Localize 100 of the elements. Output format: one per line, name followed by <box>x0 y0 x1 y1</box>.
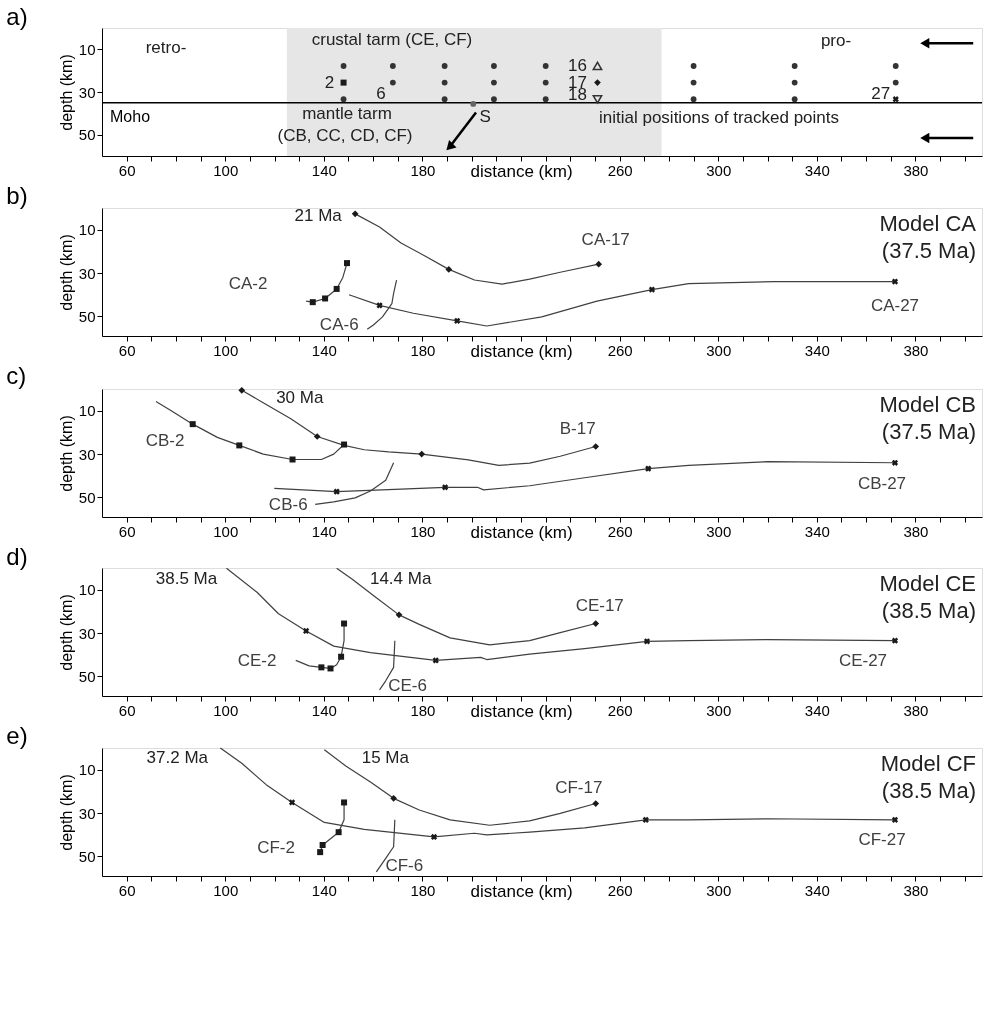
x-tick-label: 300 <box>706 161 732 179</box>
annotation: (37.5 Ma) <box>881 419 976 444</box>
x-tick-label: 140 <box>311 701 337 719</box>
y-axis-title: depth (km) <box>57 54 75 131</box>
annotation: S <box>479 106 491 126</box>
y-tick-label: 30 <box>78 804 96 822</box>
x-tick-label: 340 <box>804 161 830 179</box>
annotation: 37.2 Ma <box>146 748 209 767</box>
annotation: 16 <box>568 55 587 75</box>
x-axis-title: distance (km) <box>470 881 573 901</box>
x-tick-label: 380 <box>903 881 929 899</box>
y-axis-title: depth (km) <box>57 234 75 311</box>
series-label: CA-17 <box>581 230 630 250</box>
y-tick-label: 10 <box>78 221 96 239</box>
x-axis-title: distance (km) <box>470 161 573 181</box>
x-tick-label: 100 <box>213 161 239 179</box>
annotation: (37.5 Ma) <box>881 238 976 263</box>
chart-title: d) <box>6 542 28 570</box>
y-tick-label: 50 <box>78 307 96 325</box>
chart-title: c) <box>6 361 27 389</box>
annotation: pro- <box>820 31 852 50</box>
x-tick-label: 180 <box>410 161 436 179</box>
annotation: (CB, CC, CD, CF) <box>277 126 413 145</box>
y-tick-label: 30 <box>78 264 96 282</box>
annotation: 30 Ma <box>276 388 324 408</box>
annotation: 27 <box>871 84 891 104</box>
annotation: mantle tarm <box>302 104 392 123</box>
annotation: Model CA <box>879 211 977 236</box>
x-tick-label: 260 <box>607 522 633 540</box>
annotation: retro- <box>145 38 187 57</box>
y-tick-label: 10 <box>78 402 96 420</box>
series-label: CB-27 <box>857 473 907 493</box>
x-tick-label: 340 <box>804 701 830 719</box>
series-label: CB-6 <box>268 495 308 515</box>
x-tick-label: 260 <box>607 701 633 719</box>
x-tick-label: 140 <box>311 161 337 179</box>
y-tick-label: 10 <box>78 581 96 599</box>
series-label: CF-2 <box>257 838 295 858</box>
y-tick-label: 30 <box>78 83 96 101</box>
x-tick-label: 260 <box>607 161 633 179</box>
series-label: CA-27 <box>870 295 920 315</box>
annotation: 6 <box>376 84 386 103</box>
x-tick-label: 60 <box>118 161 136 179</box>
y-axis-title: depth (km) <box>57 594 75 671</box>
series-label: CE-2 <box>237 650 277 670</box>
x-tick-label: 340 <box>804 881 830 899</box>
x-tick-label: 60 <box>118 881 136 899</box>
x-tick-label: 300 <box>706 341 732 359</box>
x-tick-label: 380 <box>903 161 929 179</box>
x-tick-label: 140 <box>311 341 337 359</box>
x-tick-label: 340 <box>804 522 830 540</box>
series-label: CF-27 <box>858 829 906 849</box>
chart-title: a) <box>6 3 28 30</box>
series-label: CF-17 <box>555 777 603 797</box>
chart-title: b) <box>6 181 28 209</box>
annotation: 15 Ma <box>361 747 410 767</box>
y-tick-label: 50 <box>78 126 96 144</box>
x-axis-title: distance (km) <box>470 701 573 721</box>
x-tick-label: 180 <box>410 701 436 719</box>
y-tick-label: 50 <box>78 847 96 865</box>
series-label: CF-6 <box>385 855 424 875</box>
annotation: initial positions of tracked points <box>598 108 840 127</box>
x-tick-label: 100 <box>213 881 239 899</box>
x-tick-label: 100 <box>213 701 239 719</box>
annotation: 21 Ma <box>294 205 343 225</box>
y-tick-label: 50 <box>78 488 96 506</box>
y-axis-title: depth (km) <box>57 415 75 492</box>
series-label: CE-6 <box>388 675 427 695</box>
annotation: Model CE <box>879 571 976 596</box>
annotation: (38.5 Ma) <box>881 598 976 623</box>
y-tick-label: 50 <box>78 667 96 685</box>
y-tick-label: 30 <box>78 445 96 463</box>
annotation: 2 <box>324 72 335 92</box>
annotation: crustal tarm (CE, CF) <box>311 30 473 49</box>
text: CA-2 <box>228 274 268 294</box>
annotation: 38.5 Ma <box>155 569 218 589</box>
series-label: CA-6 <box>319 315 359 335</box>
x-tick-label: 380 <box>903 522 929 540</box>
x-tick-label: 60 <box>118 522 136 540</box>
annotation: 14.4 Ma <box>369 569 432 589</box>
x-tick-label: 100 <box>213 522 239 540</box>
x-tick-label: 140 <box>311 881 337 899</box>
series-label: CB-2 <box>145 430 185 450</box>
x-tick-label: 340 <box>804 341 830 359</box>
series-label: CE-17 <box>575 595 624 615</box>
x-tick-label: 60 <box>118 701 136 719</box>
x-tick-label: 300 <box>706 881 732 899</box>
y-axis-title: depth (km) <box>57 774 75 851</box>
x-tick-label: 260 <box>607 881 633 899</box>
annotation: (38.5 Ma) <box>881 778 976 803</box>
x-tick-label: 180 <box>410 522 436 540</box>
x-tick-label: 380 <box>903 701 929 719</box>
annotation: Model CF <box>880 751 976 776</box>
x-tick-label: 180 <box>410 341 436 359</box>
x-tick-label: 380 <box>903 341 929 359</box>
x-tick-label: 60 <box>118 341 136 359</box>
series-label: B-17 <box>559 419 596 439</box>
x-tick-label: 260 <box>607 341 633 359</box>
annotation: Model CB <box>879 392 976 417</box>
x-axis-title: distance (km) <box>470 522 573 542</box>
